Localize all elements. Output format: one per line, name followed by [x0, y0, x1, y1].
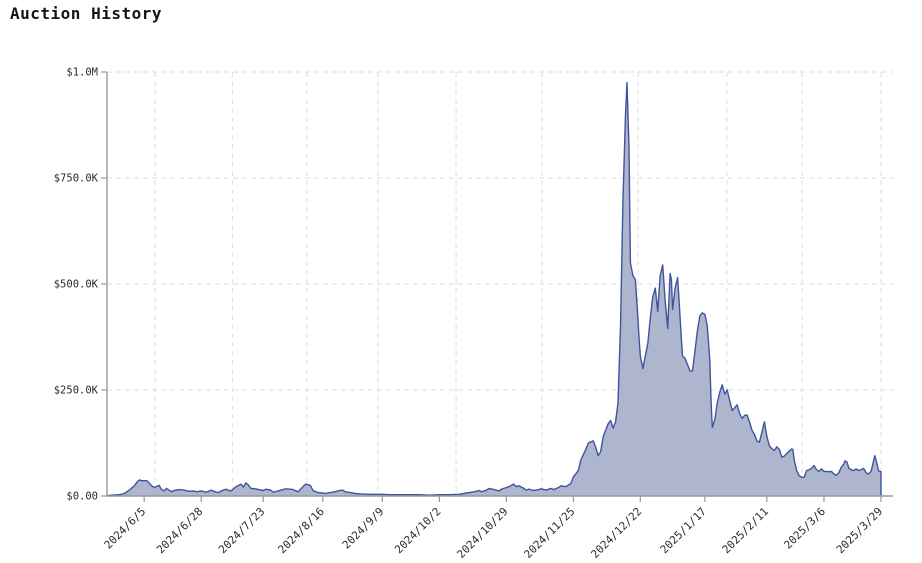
- x-tick-label: 2024/6/28: [154, 505, 205, 556]
- x-tick-label: 2024/12/22: [588, 505, 644, 561]
- y-tick-label: $0.00: [66, 491, 98, 503]
- x-tick-label: 2024/8/16: [276, 505, 327, 556]
- x-tick-label: 2025/2/11: [720, 505, 771, 556]
- y-tick-label: $1.0M: [66, 67, 98, 79]
- x-tick-label: 2024/6/5: [102, 505, 149, 552]
- x-tick-label: 2024/7/23: [216, 505, 267, 556]
- y-tick-label: $250.0K: [54, 385, 99, 397]
- chart-title: Auction History: [10, 4, 162, 23]
- x-tick-label: 2025/3/6: [781, 505, 828, 552]
- auction-price-area: [107, 82, 881, 496]
- y-tick-label: $500.0K: [54, 279, 99, 291]
- x-tick-label: 2024/10/29: [454, 505, 510, 561]
- x-tick-label: 2025/1/17: [658, 505, 709, 556]
- x-tick-label: 2024/10/2: [392, 505, 443, 556]
- x-tick-label: 2024/9/9: [340, 505, 387, 552]
- auction-price-line: [106, 81, 882, 497]
- y-tick-label: $750.0K: [54, 173, 99, 185]
- x-tick-label: 2025/3/29: [834, 505, 885, 556]
- x-tick-label: 2024/11/25: [521, 505, 577, 561]
